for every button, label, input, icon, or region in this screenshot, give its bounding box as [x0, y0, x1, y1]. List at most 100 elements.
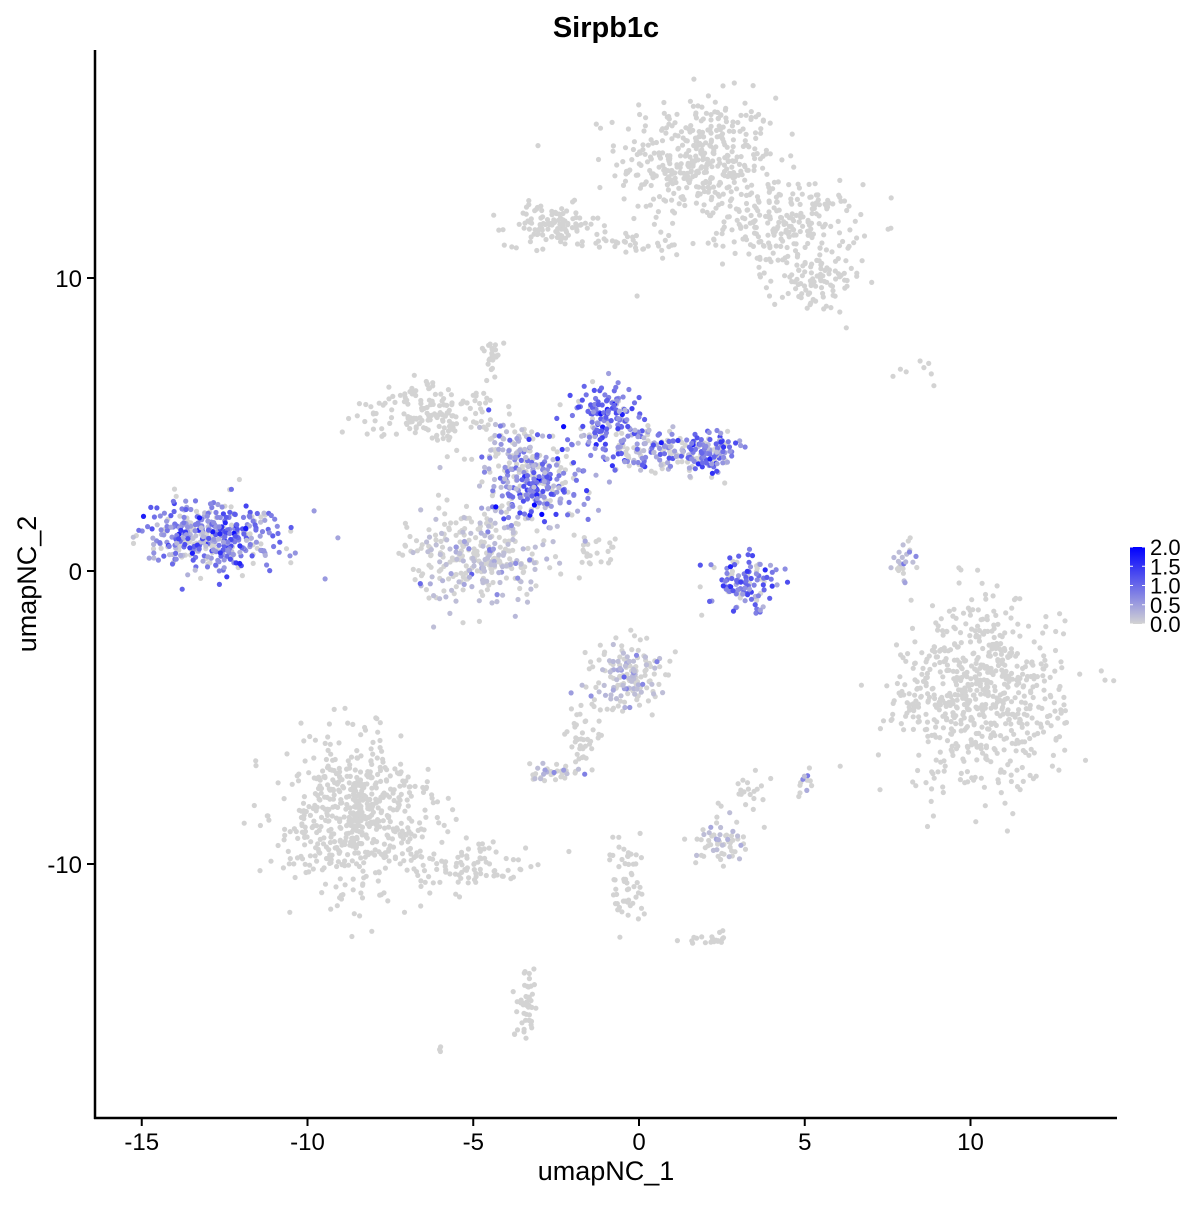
cell-point [338, 892, 344, 899]
cell-point [1011, 731, 1017, 737]
cell-point [1019, 764, 1025, 771]
cell-point [1019, 724, 1025, 730]
cell-point [630, 234, 636, 240]
cell-point [471, 563, 477, 569]
cell-point [530, 436, 536, 442]
cell-point [357, 777, 364, 783]
cell-point [1052, 708, 1058, 714]
cell-point [1043, 624, 1049, 630]
cell-point [805, 217, 811, 223]
cell-point [940, 674, 946, 680]
cell-point [331, 706, 337, 713]
cell-point [979, 724, 985, 730]
cell-point [576, 575, 582, 581]
cell-point [655, 432, 661, 438]
cell-point [958, 717, 964, 723]
cell-point [723, 105, 729, 111]
cell-point [717, 832, 723, 838]
cell-point [228, 504, 234, 510]
cell-point [406, 790, 413, 796]
cell-point [302, 834, 308, 841]
cell-point [935, 769, 941, 775]
cell-point [327, 796, 333, 802]
cell-point [480, 543, 486, 549]
cell-point [842, 277, 848, 283]
cell-point [950, 697, 956, 704]
cell-point [524, 473, 531, 479]
cell-point [510, 989, 516, 995]
cell-point [466, 875, 472, 881]
cell-point [346, 765, 353, 771]
cell-point [506, 411, 512, 417]
cell-point [534, 231, 540, 238]
cell-point [1044, 713, 1051, 720]
cell-point [388, 415, 395, 421]
cell-point [769, 569, 775, 575]
cell-point [987, 653, 993, 659]
cell-point [787, 274, 793, 280]
cell-point [782, 255, 788, 261]
cell-point [483, 872, 489, 879]
cell-point [453, 584, 459, 590]
cell-point [627, 704, 633, 711]
cell-point [600, 667, 606, 673]
cell-point [995, 777, 1001, 783]
cell-point [404, 797, 410, 803]
cell-point [775, 224, 781, 230]
cell-point [428, 547, 434, 553]
cell-point [628, 627, 634, 633]
cell-point [718, 939, 725, 945]
cell-point [767, 562, 774, 568]
cell-point [744, 167, 750, 173]
cell-point [402, 520, 408, 527]
cell-point [718, 856, 724, 863]
cell-point [308, 839, 314, 845]
cell-point [380, 818, 386, 824]
cell-point [722, 578, 729, 584]
cell-point [556, 485, 562, 491]
cell-point [910, 559, 916, 565]
cell-point [840, 238, 846, 245]
cell-point [453, 544, 459, 550]
cell-point [627, 242, 633, 248]
cell-point [456, 579, 462, 585]
cell-point [601, 236, 607, 242]
cell-point [730, 144, 736, 150]
cell-point [619, 909, 625, 915]
cell-point [405, 774, 411, 780]
cell-point [439, 839, 445, 845]
cell-point [354, 828, 360, 834]
cell-point [443, 561, 449, 568]
cell-point [699, 460, 706, 466]
cell-point [503, 855, 509, 862]
cell-point [574, 223, 580, 229]
cell-point [377, 737, 383, 744]
cell-point [498, 509, 504, 515]
cell-point [571, 532, 577, 538]
cell-point [391, 787, 397, 793]
cell-point [527, 444, 533, 450]
cell-point [299, 822, 305, 829]
cell-point [609, 544, 615, 550]
cell-point [531, 966, 537, 972]
cell-point [973, 730, 979, 737]
cell-point [529, 1004, 535, 1011]
cell-point [538, 776, 544, 782]
cell-point [418, 878, 424, 884]
cell-point [439, 530, 445, 537]
cell-point [742, 177, 748, 183]
cell-point [610, 705, 617, 711]
cell-point [365, 814, 371, 821]
cell-point [525, 464, 531, 470]
cell-point [942, 658, 949, 664]
cell-point [271, 543, 277, 550]
cell-point [973, 633, 979, 639]
cell-point [493, 527, 499, 533]
cell-point [784, 244, 790, 251]
cell-point [847, 227, 853, 233]
cell-point [558, 465, 564, 471]
cell-point [726, 444, 733, 450]
cell-point [924, 674, 930, 681]
cell-point [381, 890, 387, 896]
cell-point [743, 578, 749, 584]
